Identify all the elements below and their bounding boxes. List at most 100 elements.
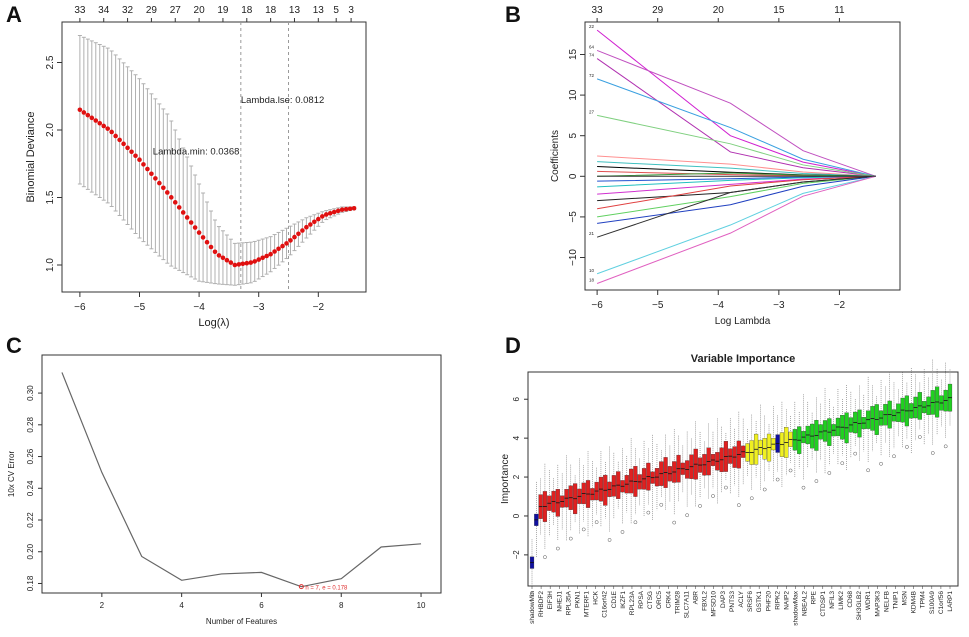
deviance-point [97, 120, 103, 126]
outlier-point [814, 479, 819, 483]
y-tick-label: 5 [568, 132, 579, 138]
coefficient-path [596, 175, 876, 275]
deviance-point [264, 253, 269, 259]
y-tick-label: 10 [568, 89, 579, 101]
coefficient-path [596, 58, 876, 177]
panel-a-lasso-cv-chart: −6 −5 −4 −3 −2 1.0 1.5 2.0 2.5 33 34 32 29 27 20 19 18 18… [25, 5, 367, 329]
y-tick-label: 2 [512, 474, 521, 479]
deviance-point [308, 222, 313, 227]
coefficient-path [596, 78, 876, 177]
deviance-point [188, 220, 194, 225]
coefficient-path [596, 29, 876, 177]
y-axis-label: 10x CV Error [7, 451, 16, 498]
panel-b-plot-frame [584, 21, 901, 291]
outlier-point [749, 496, 754, 501]
variable-name-label: SRSF6 [747, 591, 754, 612]
variable-name-label: HCK [593, 590, 600, 604]
deviance-point [216, 253, 222, 258]
outlier-point [698, 504, 702, 508]
top-axis-label: 15 [773, 5, 785, 16]
panel-c-cv-error-chart: 2 4 6 8 10 0.18 0.20 0.22 0.24 0.26 0.28 0.30 Number… [7, 354, 442, 626]
variable-name-label: FBXL2 [702, 591, 709, 611]
deviance-point [141, 162, 146, 167]
variable-name-label: RPSA [638, 590, 645, 608]
y-tick-label: 4 [512, 435, 521, 440]
deviance-point [316, 216, 321, 222]
panel-d-letter: D [505, 333, 521, 358]
variable-name-label: PNTS3 [729, 591, 736, 612]
variable-name-label: KDM4B [911, 591, 918, 613]
y-tick-label: 2.0 [45, 123, 56, 137]
deviance-point [196, 230, 202, 235]
cv-error-line [61, 372, 422, 588]
coefficient-path [597, 175, 876, 188]
outlier-point [930, 451, 935, 455]
path-index-label: 21 [589, 231, 595, 236]
deviance-point [300, 228, 305, 233]
y-axis-label: Coefficients [550, 130, 561, 182]
outlier-point [866, 468, 870, 473]
deviance-point [157, 180, 162, 186]
variable-name-label: MTERF1 [584, 591, 591, 617]
x-axis-label: Log Lambda [715, 316, 771, 327]
variable-name-label: WDR1 [865, 591, 872, 611]
variable-name-label: PHF20 [765, 591, 772, 612]
panel-a-plot-frame [61, 21, 367, 293]
variable-name-label: SH3GLB2 [856, 591, 863, 621]
top-axis-label: 33 [74, 5, 86, 16]
panel-a-letter: A [6, 2, 22, 27]
deviance-point [113, 133, 118, 139]
deviance-point [93, 118, 99, 123]
x-axis-label: Log(λ) [198, 317, 229, 329]
variable-name-label: NBEAL2 [802, 591, 809, 616]
y-tick-label: −10 [568, 249, 579, 266]
variable-name-label: MAP3K3 [874, 591, 881, 617]
coefficient-path [596, 49, 876, 177]
deviance-point [168, 195, 174, 200]
outlier-point [943, 444, 948, 449]
deviance-point [220, 255, 226, 261]
x-tick-label: −3 [253, 302, 265, 313]
deviance-point [331, 209, 337, 215]
variable-name-label: CTDSP1 [820, 591, 827, 617]
x-tick-label: −4 [713, 300, 725, 311]
variable-name-label: MSN [902, 591, 909, 606]
deviance-point [101, 123, 107, 129]
variable-name-label: RPL23A [629, 590, 636, 615]
outlier-point [840, 461, 845, 466]
outlier-point [711, 494, 715, 498]
variable-name-label: CD68 [847, 591, 854, 608]
deviance-point [351, 206, 357, 211]
deviance-point [292, 234, 297, 240]
x-tick-label: −5 [652, 300, 664, 311]
deviance-point [280, 243, 285, 249]
outlier-point [620, 530, 625, 534]
outlier-point [646, 510, 651, 515]
variable-name-label: NAIP2 [783, 591, 790, 610]
outlier-point [762, 487, 767, 492]
deviance-point [232, 262, 238, 268]
deviance-point [133, 153, 138, 159]
variable-name-label: TRIM28 [674, 591, 681, 615]
path-index-label: 10 [589, 268, 595, 273]
variable-name-label: DAP3 [720, 591, 727, 608]
coefficient-path [597, 172, 876, 177]
y-tick-label: 0.24 [26, 480, 35, 496]
variable-name-label: RPL35A [565, 590, 572, 615]
deviance-point [145, 166, 150, 172]
panel-b-coefficient-path-chart: −6 −5 −4 −3 −2 −10 −5 0 5 10 15 33 29 20 15 11 Log Lambd… [550, 5, 901, 327]
y-tick-label: 0 [568, 173, 579, 179]
y-tick-label: 1.5 [45, 190, 56, 204]
panel-c-plot-frame [41, 354, 442, 594]
path-index-label: 72 [589, 73, 595, 78]
y-tick-label: 0 [512, 513, 521, 518]
y-tick-label: −5 [568, 211, 579, 223]
outlier-point [633, 520, 638, 525]
y-tick-label: 0.28 [26, 416, 35, 432]
path-index-label: 74 [589, 53, 595, 58]
minimum-error-marker [298, 584, 304, 590]
deviance-point [339, 207, 345, 212]
path-index-label: 27 [589, 109, 595, 114]
deviance-point [268, 251, 273, 257]
variable-name-label: GSTK1 [756, 591, 763, 613]
